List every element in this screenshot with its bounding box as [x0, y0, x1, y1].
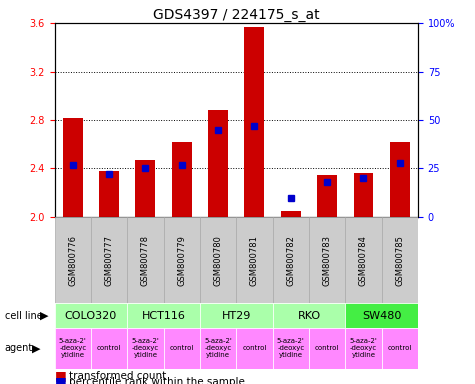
Text: control: control — [388, 346, 412, 351]
Text: 5-aza-2'
-deoxyc
ytidine: 5-aza-2' -deoxyc ytidine — [59, 338, 86, 359]
Bar — [127, 303, 200, 328]
Text: cell line: cell line — [5, 311, 42, 321]
Bar — [127, 217, 163, 303]
Bar — [309, 328, 345, 369]
Bar — [200, 217, 237, 303]
Text: ▶: ▶ — [40, 311, 49, 321]
Text: ■: ■ — [55, 369, 66, 382]
Bar — [317, 175, 337, 217]
Bar — [200, 328, 237, 369]
Bar — [63, 118, 83, 217]
Bar — [309, 217, 345, 303]
Text: HT29: HT29 — [222, 311, 251, 321]
Bar — [208, 110, 228, 217]
Bar — [345, 303, 418, 328]
Bar — [390, 142, 410, 217]
Text: control: control — [315, 346, 339, 351]
Bar — [381, 328, 418, 369]
Text: GSM800782: GSM800782 — [286, 235, 295, 286]
Title: GDS4397 / 224175_s_at: GDS4397 / 224175_s_at — [153, 8, 320, 22]
Bar — [163, 328, 200, 369]
Text: GSM800783: GSM800783 — [323, 235, 332, 286]
Bar — [273, 217, 309, 303]
Text: SW480: SW480 — [362, 311, 401, 321]
Text: GSM800776: GSM800776 — [68, 235, 77, 286]
Bar — [55, 328, 91, 369]
Text: 5-aza-2'
-deoxyc
ytidine: 5-aza-2' -deoxyc ytidine — [132, 338, 159, 359]
Text: ■: ■ — [55, 375, 66, 384]
Text: 5-aza-2'
-deoxyc
ytidine: 5-aza-2' -deoxyc ytidine — [350, 338, 377, 359]
Bar — [99, 171, 119, 217]
Bar — [163, 217, 200, 303]
Bar — [237, 217, 273, 303]
Bar — [135, 160, 155, 217]
Text: transformed count: transformed count — [69, 371, 166, 381]
Bar — [273, 303, 345, 328]
Bar — [237, 328, 273, 369]
Text: percentile rank within the sample: percentile rank within the sample — [69, 377, 245, 384]
Text: GSM800780: GSM800780 — [214, 235, 223, 286]
Bar — [381, 217, 418, 303]
Text: GSM800784: GSM800784 — [359, 235, 368, 286]
Text: control: control — [97, 346, 121, 351]
Bar — [345, 328, 381, 369]
Bar — [91, 328, 127, 369]
Bar — [55, 303, 127, 328]
Bar — [127, 328, 163, 369]
Text: COLO320: COLO320 — [65, 311, 117, 321]
Text: 5-aza-2'
-deoxyc
ytidine: 5-aza-2' -deoxyc ytidine — [277, 338, 304, 359]
Text: 5-aza-2'
-deoxyc
ytidine: 5-aza-2' -deoxyc ytidine — [204, 338, 232, 359]
Text: RKO: RKO — [297, 311, 321, 321]
Bar — [281, 211, 301, 217]
Bar — [345, 217, 381, 303]
Text: control: control — [242, 346, 266, 351]
Bar — [353, 173, 373, 217]
Text: GSM800779: GSM800779 — [177, 235, 186, 286]
Text: control: control — [170, 346, 194, 351]
Bar — [91, 217, 127, 303]
Bar — [200, 303, 273, 328]
Text: GSM800781: GSM800781 — [250, 235, 259, 286]
Text: GSM800778: GSM800778 — [141, 235, 150, 286]
Text: GSM800777: GSM800777 — [104, 235, 114, 286]
Bar — [172, 142, 192, 217]
Text: HCT116: HCT116 — [142, 311, 186, 321]
Text: ▶: ▶ — [32, 343, 41, 354]
Bar — [273, 328, 309, 369]
Text: GSM800785: GSM800785 — [395, 235, 404, 286]
Text: agent: agent — [5, 343, 33, 354]
Bar — [55, 217, 91, 303]
Bar — [245, 26, 265, 217]
